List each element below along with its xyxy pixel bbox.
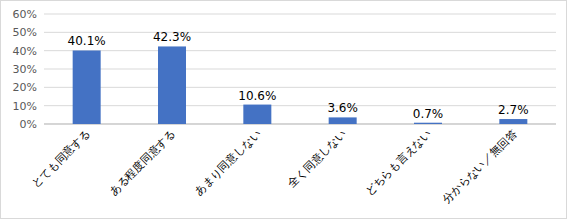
bar bbox=[499, 119, 527, 124]
y-tick-label: 10% bbox=[13, 100, 37, 113]
grid-line bbox=[44, 32, 556, 33]
y-tick-label: 40% bbox=[13, 45, 37, 58]
y-tick-label: 60% bbox=[13, 8, 37, 21]
bar bbox=[73, 50, 101, 124]
data-label: 0.7% bbox=[413, 107, 444, 121]
x-tick-label: とても同意する bbox=[29, 127, 93, 191]
data-label: 42.3% bbox=[153, 30, 191, 44]
x-tick-label: 分からない／無回答 bbox=[440, 127, 519, 206]
bar bbox=[158, 46, 186, 124]
data-label: 40.1% bbox=[68, 34, 106, 48]
x-tick-label: どちらも言えない bbox=[363, 127, 434, 198]
x-tick-label: 全く同意しない bbox=[285, 127, 349, 191]
x-tick-label: あまり同意しない bbox=[192, 127, 263, 198]
grid-line bbox=[44, 69, 556, 70]
y-tick-label: 20% bbox=[13, 81, 37, 94]
data-label: 3.6% bbox=[327, 101, 358, 115]
y-tick-label: 30% bbox=[13, 63, 37, 76]
x-axis-line bbox=[44, 124, 556, 125]
grid-line bbox=[44, 124, 556, 125]
grid-line bbox=[44, 14, 556, 15]
y-tick-label: 50% bbox=[13, 26, 37, 39]
chart: 0% 10% 20% 30% 40% 50% 60% 40.1% とても同意する 42.3% ある程… bbox=[0, 0, 567, 219]
data-label: 10.6% bbox=[238, 89, 276, 103]
bar bbox=[329, 117, 357, 124]
data-label: 2.7% bbox=[498, 103, 529, 117]
grid-line bbox=[44, 50, 556, 51]
chart-frame bbox=[1, 1, 567, 219]
bars bbox=[73, 46, 528, 124]
x-tick-label: ある程度同意する bbox=[107, 127, 178, 198]
grid-line bbox=[44, 87, 556, 88]
grid-line bbox=[44, 105, 556, 106]
bar bbox=[414, 123, 442, 124]
bar bbox=[243, 105, 271, 124]
y-tick-label: 0% bbox=[20, 118, 37, 131]
